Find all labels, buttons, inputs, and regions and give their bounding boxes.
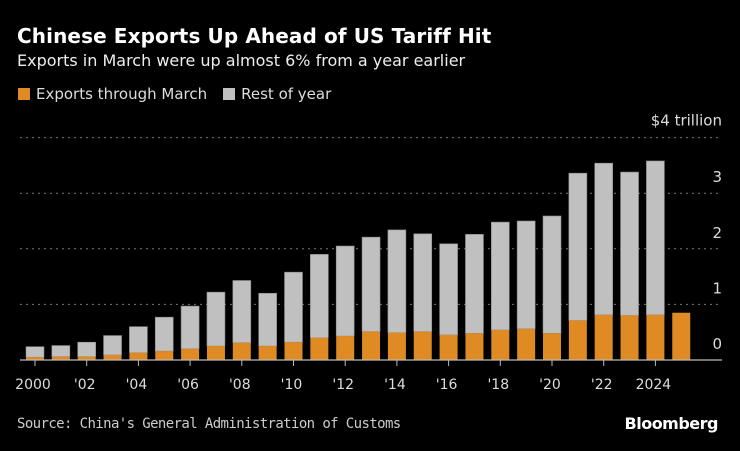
source-note: Source: China's General Administration o… [17,416,401,432]
bar-exports-through-march [543,333,561,360]
x-tick-label: '12 [332,377,354,393]
x-tick-label: '10 [281,377,303,393]
bar-exports-through-march [672,312,691,360]
legend-swatch [223,88,236,100]
bar-rest-of-year [180,305,200,350]
bar-rest-of-year [465,234,484,334]
x-tick-label: 2000 [15,377,51,393]
chart-subtitle: Exports in March were up almost 6% from … [17,51,466,70]
legend-label: Rest of year [241,85,332,103]
bar-rest-of-year [335,245,355,337]
bar-exports-through-march [129,352,148,360]
bar-rest-of-year [154,316,174,352]
bar-rest-of-year [258,292,277,347]
y-tick-label: 1 [712,279,722,297]
x-tick-label: '18 [487,377,509,393]
x-tick-label: '14 [384,377,406,393]
bar-rest-of-year [310,254,329,339]
y-tick-label: 3 [712,168,722,186]
bar-rest-of-year [646,160,665,316]
legend: Exports through March Rest of year [18,85,341,103]
bar-exports-through-march [310,337,329,360]
bar-exports-through-march [594,314,613,360]
bar-exports-through-march [26,357,44,360]
chart-title: Chinese Exports Up Ahead of US Tariff Hi… [17,24,492,48]
bar-rest-of-year [387,229,407,334]
x-tick-label: '16 [436,377,458,393]
bar-exports-through-march [232,342,251,360]
y-tick-label: $4 trillion [651,112,722,130]
bar-exports-through-march [413,331,432,360]
bar-rest-of-year [594,162,614,316]
bar-exports-through-march [387,332,406,360]
bar-exports-through-march [181,348,200,360]
bar-rest-of-year [439,243,458,336]
bar-rest-of-year [361,236,381,332]
y-tick-label: 0 [712,335,722,353]
bar-exports-through-march [439,334,458,360]
bar-rest-of-year [25,346,45,358]
bar-exports-through-march [51,356,70,360]
legend-item-exports-through-march: Exports through March [18,85,207,103]
bar-rest-of-year [568,172,588,321]
bar-exports-through-march [103,354,122,360]
bar-rest-of-year [516,220,536,330]
legend-item-rest-of-year: Rest of year [223,85,331,103]
bar-exports-through-march [620,315,639,360]
bloomberg-logo: Bloomberg [624,414,719,433]
bar-exports-through-march [336,336,355,360]
bar-rest-of-year [103,335,122,356]
bar-rest-of-year [51,345,71,357]
x-tick-label: '20 [539,377,561,393]
bar-rest-of-year [490,221,510,331]
bar-exports-through-march [284,342,303,360]
x-tick-label: '22 [591,377,613,393]
bar-exports-through-march [77,356,96,360]
bar-rest-of-year [206,291,226,347]
x-tick-label: '04 [126,377,148,393]
bar-exports-through-march [568,320,587,360]
legend-swatch [18,88,30,100]
bar-rest-of-year [284,271,303,343]
bar-exports-through-march [491,329,510,360]
x-tick-label: '02 [74,377,96,393]
bar-exports-through-march [206,346,225,360]
bar-rest-of-year [232,280,252,344]
bar-exports-through-march [155,351,174,360]
x-tick-label: 2024 [636,377,672,393]
bar-rest-of-year [77,341,96,357]
legend-label: Exports through March [36,85,208,103]
x-tick-label: '06 [177,377,199,393]
bar-rest-of-year [129,326,148,354]
y-tick-label: 2 [712,224,722,242]
bar-exports-through-march [258,346,277,360]
bar-exports-through-march [362,331,381,360]
bar-exports-through-march [517,328,536,360]
bar-exports-through-march [646,314,665,360]
bar-exports-through-march [465,333,484,360]
bar-rest-of-year [620,171,639,316]
bar-rest-of-year [542,215,562,334]
bar-rest-of-year [413,233,433,332]
x-tick-label: '08 [229,377,251,393]
